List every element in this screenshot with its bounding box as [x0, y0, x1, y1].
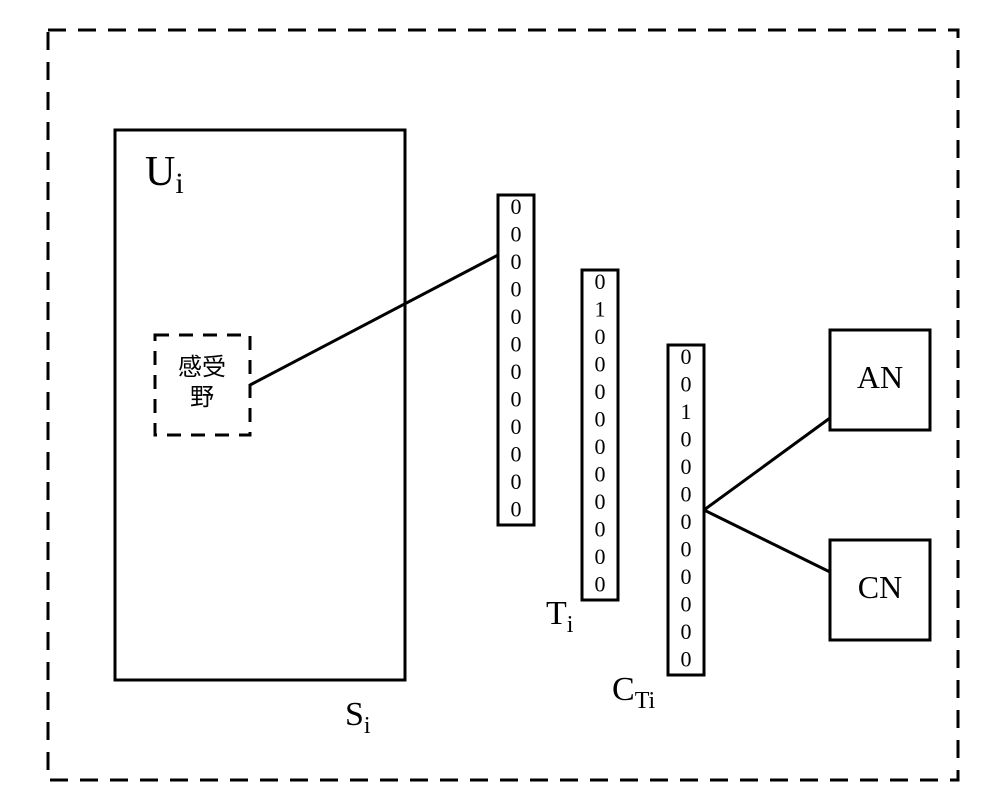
- column-digit: 0: [681, 619, 692, 644]
- column-digit: 0: [595, 324, 606, 349]
- column-digit: 0: [595, 269, 606, 294]
- column-digit: 0: [511, 304, 522, 329]
- cn-label: CN: [858, 569, 902, 605]
- column-digit: 0: [681, 646, 692, 671]
- column-digit: 1: [595, 296, 606, 321]
- si-label-sub: i: [364, 713, 371, 739]
- ti-label: Ti: [546, 595, 574, 638]
- column-digit: 0: [595, 571, 606, 596]
- column-2-digits: 010000000000: [595, 269, 606, 597]
- column-digit: 0: [511, 469, 522, 494]
- ui-label: Ui: [145, 149, 184, 200]
- column-digit: 0: [595, 351, 606, 376]
- cti-label-main: C: [612, 671, 635, 708]
- receptive-field-label-line2: 野: [190, 385, 214, 411]
- conn-col3-to-cn: [704, 510, 830, 572]
- si-label-main: S: [345, 696, 364, 733]
- column-digit: 0: [595, 489, 606, 514]
- column-digit: 0: [511, 441, 522, 466]
- cti-label: CTi: [612, 671, 656, 714]
- conn-col3-to-an: [704, 418, 830, 510]
- si-label: Si: [345, 696, 371, 739]
- column-digit: 0: [511, 359, 522, 384]
- column-digit: 0: [511, 414, 522, 439]
- column-digit: 0: [511, 276, 522, 301]
- ui-label-sub: i: [175, 167, 183, 200]
- column-1-digits: 000000000000: [511, 194, 522, 522]
- ui-label-main: U: [145, 149, 175, 195]
- ti-label-sub: i: [567, 612, 574, 638]
- column-digit: 0: [511, 221, 522, 246]
- column-digit: 0: [595, 516, 606, 541]
- ui-box: [115, 130, 405, 680]
- column-digit: 0: [681, 564, 692, 589]
- receptive-field-label-line1: 感受: [178, 354, 226, 381]
- column-digit: 0: [681, 481, 692, 506]
- column-digit: 0: [511, 386, 522, 411]
- cti-label-sub: Ti: [635, 688, 656, 714]
- column-digit: 0: [511, 194, 522, 219]
- column-digit: 0: [681, 344, 692, 369]
- column-digit: 0: [681, 371, 692, 396]
- column-digit: 0: [511, 331, 522, 356]
- column-digit: 0: [511, 496, 522, 521]
- column-digit: 0: [681, 454, 692, 479]
- column-digit: 0: [511, 249, 522, 274]
- column-digit: 0: [595, 461, 606, 486]
- column-digit: 0: [681, 509, 692, 534]
- column-digit: 0: [595, 434, 606, 459]
- column-3-digits: 001000000000: [681, 344, 692, 672]
- an-label: AN: [857, 359, 903, 395]
- column-digit: 0: [595, 379, 606, 404]
- outer-dashed-box: [48, 30, 958, 780]
- conn-rf-to-col1: [250, 255, 498, 385]
- column-digit: 1: [681, 399, 692, 424]
- column-digit: 0: [595, 406, 606, 431]
- column-digit: 0: [681, 426, 692, 451]
- ti-label-main: T: [546, 595, 567, 632]
- column-digit: 0: [681, 591, 692, 616]
- column-digit: 0: [595, 544, 606, 569]
- column-digit: 0: [681, 536, 692, 561]
